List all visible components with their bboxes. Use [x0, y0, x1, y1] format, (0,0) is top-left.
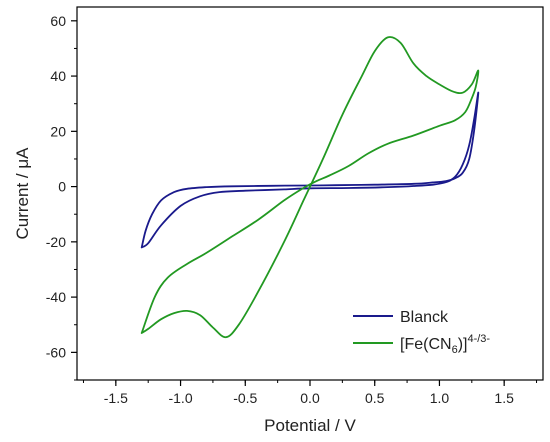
- x-tick-label: 1.0: [430, 390, 450, 406]
- x-tick-label: -0.5: [233, 390, 257, 406]
- x-tick-label: -1.0: [168, 390, 192, 406]
- y-tick-label: -40: [46, 289, 66, 305]
- x-tick-label: 0.5: [365, 390, 385, 406]
- plot-frame: [76, 6, 544, 381]
- legend: Blanck [Fe(CN6)]4-/3-: [353, 309, 490, 356]
- y-tick-label: 40: [50, 68, 66, 84]
- legend-item-fe-cn6: [Fe(CN6)]4-/3-: [353, 333, 490, 356]
- x-axis-title: Potential / V: [264, 416, 356, 435]
- y-axis-title: Current / μA: [13, 147, 32, 240]
- series-lines: [140, 36, 480, 339]
- x-tick-label: 0.0: [300, 390, 320, 406]
- x-tick-label: -1.5: [104, 390, 128, 406]
- series-line-blanck: [140, 91, 480, 249]
- y-tick-label: 60: [50, 13, 66, 29]
- y-tick-label: 0: [58, 179, 66, 195]
- y-tick-label: -20: [46, 234, 66, 250]
- y-tick-label: 20: [50, 123, 66, 139]
- series-line-fe-cn6: [140, 36, 480, 339]
- legend-item-blanck: Blanck: [353, 309, 449, 326]
- legend-label: Blanck: [400, 309, 449, 326]
- legend-label: [Fe(CN6)]4-/3-: [400, 333, 490, 356]
- y-tick-label: -60: [46, 344, 66, 360]
- axes: -1.5 -1.0 -0.5 0.0 0.5 1.0 1.5 -60 -40 -20 0 20 40 60: [46, 13, 538, 406]
- x-tick-label: 1.5: [494, 390, 514, 406]
